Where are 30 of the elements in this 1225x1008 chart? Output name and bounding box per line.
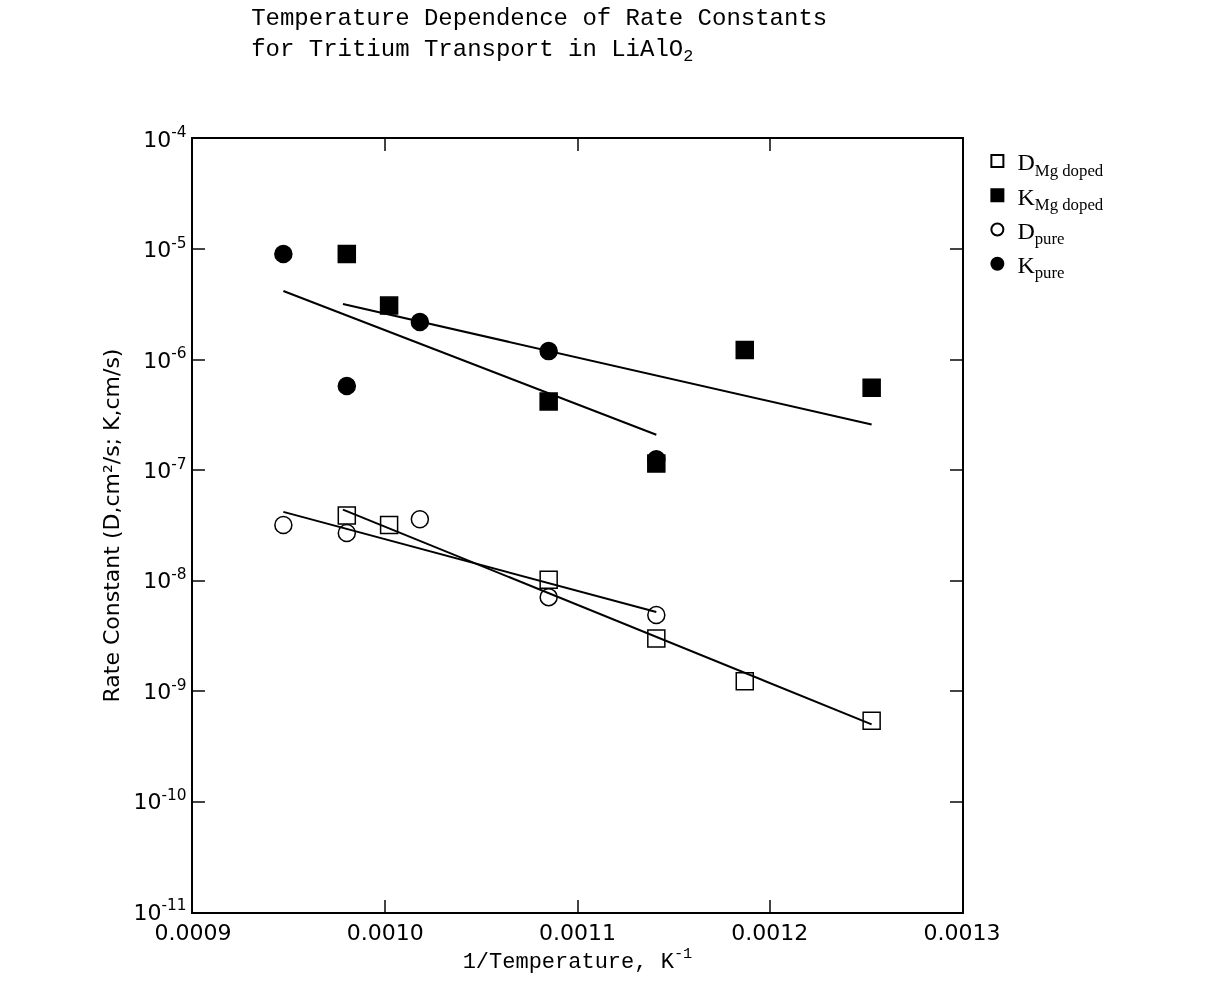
x-tick-label: 0.0012 (731, 920, 809, 946)
point (862, 711, 881, 730)
legend-label: D$_{Mg doped}$ (1017, 149, 1104, 180)
point (337, 506, 357, 525)
legend-label: K$_{Mg doped}$ (1017, 183, 1104, 214)
y-tick-label: 10$^{-10}$ (133, 786, 187, 815)
x-tick-label: 0.0011 (539, 920, 616, 946)
y-tick-label: 10$^{-8}$ (143, 565, 187, 594)
point (337, 376, 357, 396)
point (274, 515, 293, 535)
point (337, 244, 357, 264)
x-tick-label: 0.0010 (346, 920, 424, 946)
x-axis-title: 1/Temperature, K$^{-1}$ (462, 945, 693, 975)
point (539, 392, 558, 411)
point (647, 605, 666, 625)
point (735, 340, 755, 360)
x-tick-label: 0.0013 (923, 920, 1001, 946)
y-tick-label: 10$^{-6}$ (143, 344, 187, 373)
point (274, 244, 293, 264)
y-tick-label: 10$^{-7}$ (143, 454, 187, 483)
legend-label: K$_{pure}$ (1017, 252, 1065, 283)
point (379, 296, 399, 315)
y-tick-label: 10$^{-9}$ (143, 675, 187, 704)
chart-title: Temperature Dependence of Rate Constants for Tritium Transport in LiAlO$_{2}$ (251, 5, 828, 67)
y-axis-title: Rate Constant (D,cm²/s; K,cm/s) (98, 348, 124, 703)
y-tick-label: 10$^{-5}$ (143, 233, 187, 263)
point (862, 378, 881, 397)
legend-label: D$_{pure}$ (1017, 217, 1065, 248)
point (410, 510, 430, 529)
y-tick-label: 10$^{-4}$ (143, 123, 187, 152)
